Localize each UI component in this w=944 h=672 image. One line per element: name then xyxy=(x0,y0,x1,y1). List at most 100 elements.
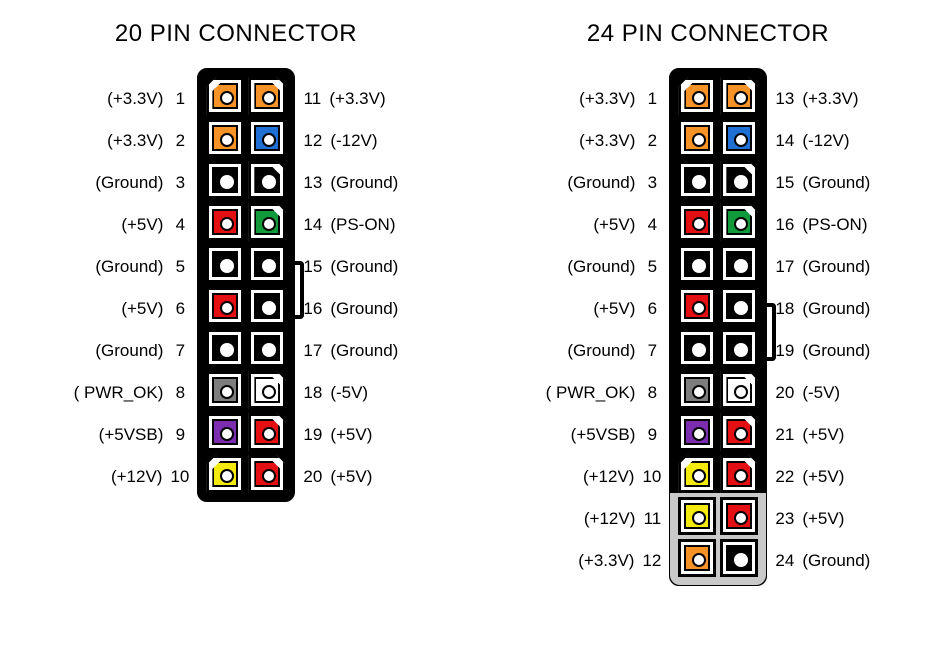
pin-number: 20 xyxy=(775,383,794,403)
pin-number: 6 xyxy=(643,299,661,319)
pin-fill xyxy=(726,503,752,529)
pin-9 xyxy=(206,413,244,451)
connector-row: (+3.3V)1(+3.3V)2(Ground)3(+5V)4(Ground)5… xyxy=(74,68,399,502)
pin-17 xyxy=(720,245,758,283)
pin-hole xyxy=(734,133,748,147)
pin-6 xyxy=(678,287,716,325)
pin-column-right xyxy=(248,77,286,493)
pin-hole xyxy=(262,343,276,357)
pin-5 xyxy=(206,245,244,283)
pin-19 xyxy=(248,413,286,451)
connector-20pin: 20 PIN CONNECTOR(+3.3V)1(+3.3V)2(Ground)… xyxy=(74,20,399,586)
pin-fill xyxy=(726,293,752,319)
pin-label: 15(Ground) xyxy=(775,162,870,204)
pin-fill xyxy=(684,545,710,571)
signal-name: (+5V) xyxy=(330,467,372,487)
pin-fill xyxy=(212,293,238,319)
pin-hole xyxy=(262,301,276,315)
pin-column-left xyxy=(206,77,244,493)
pin-fill xyxy=(684,377,710,403)
pin-hole xyxy=(734,511,748,525)
pin-hole xyxy=(692,469,706,483)
pin-hole xyxy=(692,175,706,189)
pin-number: 4 xyxy=(171,215,189,235)
pin-label: 15(Ground) xyxy=(303,246,398,288)
pin-label: (+12V) 11 xyxy=(584,498,662,540)
pin-fill xyxy=(212,419,238,445)
signal-name: (Ground) xyxy=(330,341,398,361)
pin-label: (Ground)7 xyxy=(567,330,661,372)
pin-fill xyxy=(254,167,280,193)
pin-label: (+3.3V)2 xyxy=(107,120,189,162)
pin-label: (+12V)10 xyxy=(111,456,189,498)
signal-name: (Ground) xyxy=(802,299,870,319)
pin-number: 17 xyxy=(775,257,794,277)
pin-label: 17(Ground) xyxy=(775,246,870,288)
pin-number: 13 xyxy=(775,89,794,109)
signal-name: (+12V) xyxy=(584,509,636,529)
signal-name: (Ground) xyxy=(330,257,398,277)
signal-name: (+5VSB) xyxy=(571,425,636,445)
signal-name: (+5V) xyxy=(802,467,844,487)
pin-fill xyxy=(212,251,238,277)
pin-hole xyxy=(220,133,234,147)
pin-label: 13(Ground) xyxy=(303,162,398,204)
pin-hole xyxy=(734,343,748,357)
pin-fill xyxy=(726,125,752,151)
pin-column-left xyxy=(678,77,716,577)
pin-fill xyxy=(254,83,280,109)
pin-hole xyxy=(220,91,234,105)
pin-hole xyxy=(734,175,748,189)
pin-fill xyxy=(254,419,280,445)
pin-label: 13 (+3.3V) xyxy=(775,78,858,120)
pin-label: 22(+5V) xyxy=(775,456,844,498)
pin-7 xyxy=(678,329,716,367)
pin-label: ( PWR_OK)8 xyxy=(546,372,662,414)
pin-fill xyxy=(212,335,238,361)
pin-20 xyxy=(248,455,286,493)
pin-fill xyxy=(254,125,280,151)
pin-16 xyxy=(720,203,758,241)
pin-hole xyxy=(734,217,748,231)
pin-hole xyxy=(220,343,234,357)
signal-name: (+5V) xyxy=(593,299,635,319)
pin-number: 23 xyxy=(775,509,794,529)
pin-2 xyxy=(206,119,244,157)
pin-hole xyxy=(692,259,706,273)
pin-hole xyxy=(692,343,706,357)
pin-number: 13 xyxy=(303,173,322,193)
pin-number: 11 xyxy=(643,509,661,529)
pin-fill xyxy=(684,125,710,151)
connector-title: 24 PIN CONNECTOR xyxy=(587,20,829,48)
pin-hole xyxy=(220,175,234,189)
pin-hole xyxy=(734,259,748,273)
pin-number: 12 xyxy=(642,551,661,571)
pin-1 xyxy=(206,77,244,115)
pin-10 xyxy=(206,455,244,493)
pin-fill xyxy=(726,167,752,193)
pin-hole xyxy=(262,259,276,273)
pin-number: 3 xyxy=(643,173,661,193)
signal-name: (+3.3V) xyxy=(802,89,858,109)
signal-name: (Ground) xyxy=(95,173,163,193)
pin-15 xyxy=(720,161,758,199)
signal-name: (Ground) xyxy=(95,257,163,277)
pin-fill xyxy=(684,83,710,109)
pin-hole xyxy=(262,133,276,147)
pin-label: (Ground)5 xyxy=(567,246,661,288)
pin-label: 21(+5V) xyxy=(775,414,844,456)
latch-icon xyxy=(290,261,304,319)
pin-number: 15 xyxy=(775,173,794,193)
pin-number: 6 xyxy=(171,299,189,319)
pin-hole xyxy=(262,427,276,441)
pin-fill xyxy=(684,209,710,235)
pin-number: 20 xyxy=(303,467,322,487)
pin-fill xyxy=(726,335,752,361)
pin-label: (Ground)3 xyxy=(95,162,189,204)
pin-number: 8 xyxy=(171,383,189,403)
pin-hole xyxy=(692,553,706,567)
pin-fill xyxy=(254,293,280,319)
pin-hole xyxy=(692,385,706,399)
signal-name: (+5V) xyxy=(593,215,635,235)
pin-fill xyxy=(212,209,238,235)
